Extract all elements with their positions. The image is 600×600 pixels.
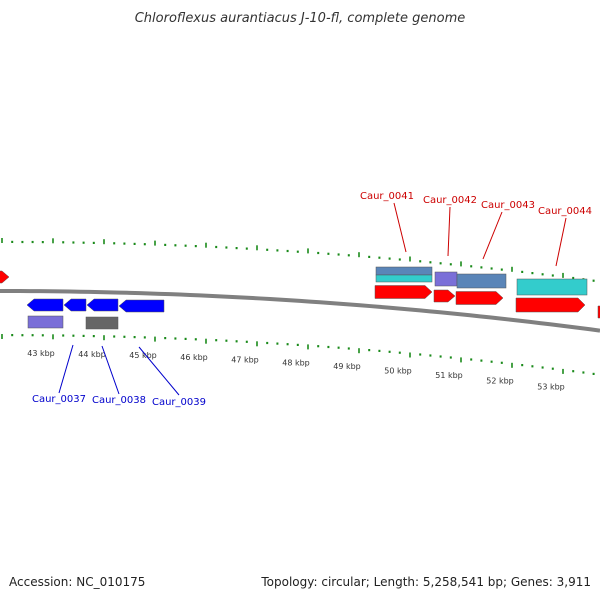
callout-line bbox=[447, 206, 451, 257]
genome-backbone bbox=[0, 289, 600, 333]
scale-label: 51 kbp bbox=[435, 371, 463, 380]
feature-block[interactable] bbox=[516, 278, 588, 296]
feature-block[interactable] bbox=[375, 266, 433, 276]
forward-gene-arrow[interactable] bbox=[515, 297, 586, 313]
tick-row-outer bbox=[1, 238, 595, 282]
gene-label[interactable]: Caur_0037 bbox=[32, 394, 86, 405]
reverse-gene-arrow[interactable] bbox=[86, 298, 119, 312]
callout-line bbox=[138, 346, 180, 396]
feature-block[interactable] bbox=[434, 271, 458, 287]
callout-line bbox=[101, 345, 120, 395]
gene-label[interactable]: Caur_0038 bbox=[92, 395, 146, 406]
forward-gene-arrow[interactable] bbox=[455, 291, 504, 305]
scale-label: 50 kbp bbox=[384, 366, 412, 375]
gene-label[interactable]: Caur_0043 bbox=[481, 200, 535, 211]
reverse-gene-arrow[interactable] bbox=[26, 298, 64, 312]
scale-label: 48 kbp bbox=[282, 359, 310, 368]
feature-block[interactable] bbox=[85, 316, 119, 330]
scale-label: 44 kbp bbox=[78, 350, 106, 359]
callout-line bbox=[393, 202, 407, 253]
scale-label: 52 kbp bbox=[486, 377, 514, 386]
forward-gene-arrow[interactable] bbox=[433, 289, 456, 303]
scale-labels: 43 kbp 44 kbp 45 kbp 46 kbp 47 kbp 48 kbp 49 k… bbox=[27, 349, 565, 391]
callout-line bbox=[555, 217, 567, 267]
tick-row-inner bbox=[1, 334, 595, 375]
feature-track bbox=[0, 266, 600, 330]
scale-label: 46 kbp bbox=[180, 353, 208, 362]
reverse-gene-arrow[interactable] bbox=[118, 299, 165, 313]
accession-text: Accession: NC_010175 bbox=[9, 575, 146, 589]
gene-label[interactable]: Caur_0041 bbox=[360, 191, 414, 202]
scale-label: 43 kbp bbox=[27, 349, 55, 358]
scale-label: 49 kbp bbox=[333, 362, 361, 371]
scale-label: 53 kbp bbox=[537, 382, 565, 391]
feature-block[interactable] bbox=[375, 274, 433, 283]
genome-summary-text: Topology: circular; Length: 5,258,541 bp… bbox=[261, 575, 591, 589]
forward-gene-arrow[interactable] bbox=[374, 285, 433, 299]
forward-gene-arrow[interactable] bbox=[0, 270, 10, 284]
scale-label: 47 kbp bbox=[231, 356, 259, 365]
callout-line bbox=[58, 344, 74, 394]
gene-label[interactable]: Caur_0042 bbox=[423, 195, 477, 206]
feature-block[interactable] bbox=[456, 273, 507, 289]
gene-label[interactable]: Caur_0044 bbox=[538, 206, 592, 217]
callout-line bbox=[482, 211, 503, 260]
feature-block[interactable] bbox=[27, 315, 64, 329]
gene-label[interactable]: Caur_0039 bbox=[152, 397, 206, 408]
reverse-gene-arrow[interactable] bbox=[63, 298, 87, 312]
page-title: Chloroflexus aurantiacus J-10-fl, comple… bbox=[134, 11, 466, 26]
scale-label: 45 kbp bbox=[129, 351, 157, 360]
